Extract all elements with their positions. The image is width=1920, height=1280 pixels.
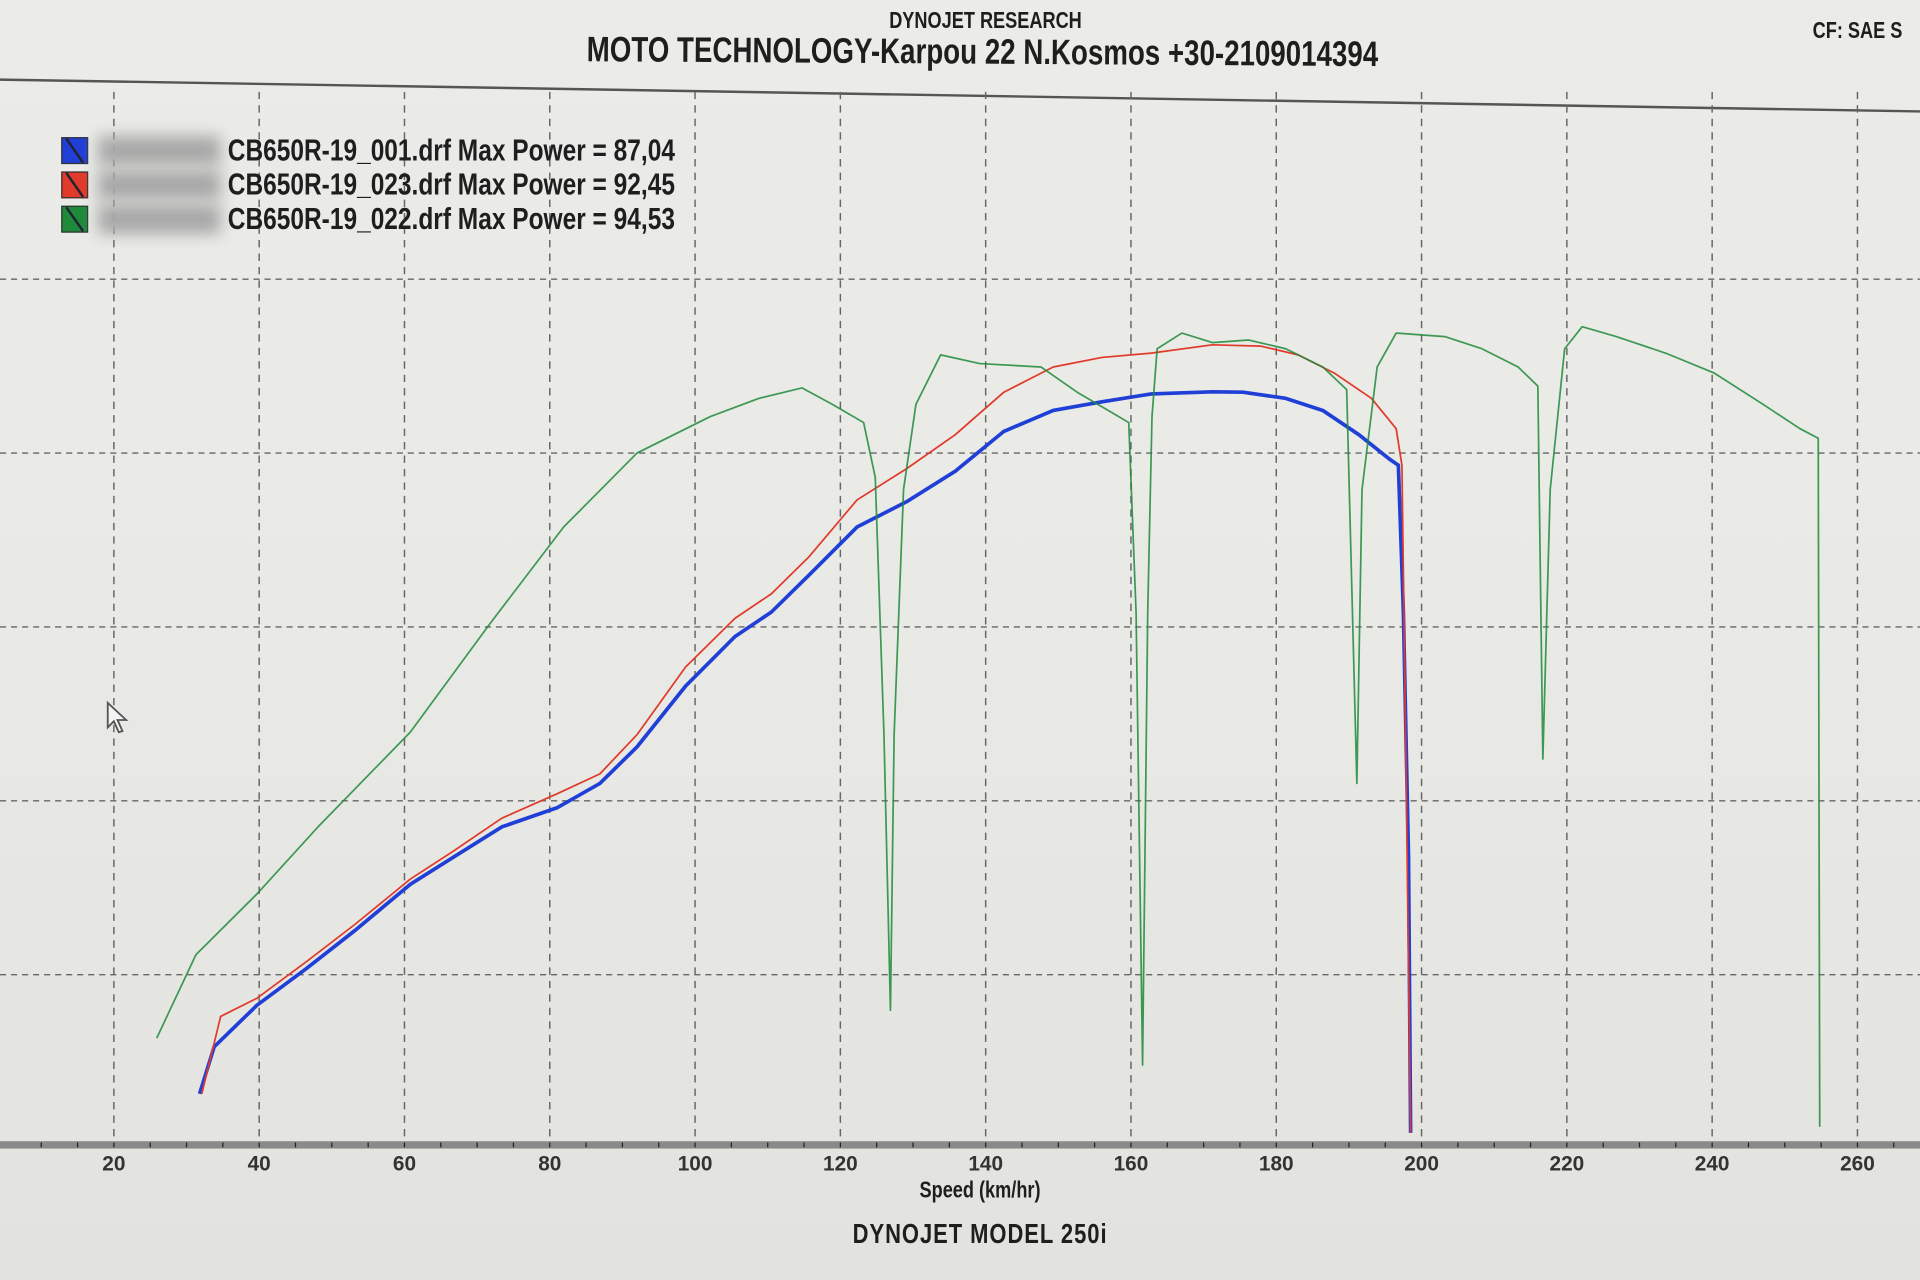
x-tick-label: 140: [968, 1153, 1003, 1176]
x-tick-label: 80: [538, 1153, 561, 1176]
series-line-cb650r-19-022-drf: [155, 325, 1821, 1127]
blurred-name: [97, 204, 221, 234]
x-axis: 20 40 60 80 100 120 140 160 180 200 220 240 260: [0, 1141, 1920, 1176]
x-tick-label: 180: [1259, 1153, 1294, 1176]
legend-label: CB650R-19_023.drf Max Power = 92,45: [227, 167, 675, 202]
legend-item: CB650R-19_001.drf Max Power = 87,04: [61, 132, 787, 168]
x-tick-label: 260: [1840, 1153, 1875, 1176]
x-tick-label: 40: [248, 1153, 271, 1176]
x-tick-label: 200: [1404, 1153, 1439, 1176]
brand-title: DYNOJET RESEARCH: [0, 9, 1920, 36]
brand-text: DYNOJET RESEARCH: [889, 8, 1083, 35]
mouse-cursor-icon: [106, 700, 129, 734]
x-tick-label: 60: [393, 1153, 416, 1176]
blurred-name: [97, 170, 221, 200]
dyno-model: DYNOJET MODEL 250i: [0, 1217, 1920, 1250]
blurred-name: [97, 135, 221, 166]
x-tick-label: 220: [1550, 1153, 1585, 1176]
legend-swatch-green: [61, 205, 89, 233]
x-tick-label: 240: [1695, 1153, 1730, 1176]
x-axis-label-text: Speed (km/hr): [919, 1177, 1041, 1204]
legend-swatch-blue: [61, 137, 89, 165]
series-lines: [155, 325, 1821, 1133]
x-tick-label: 100: [678, 1153, 713, 1176]
x-tick-label: 20: [102, 1153, 125, 1176]
series-line-cb650r-19-001-drf: [197, 390, 1413, 1133]
grid: [0, 91, 1920, 1142]
legend-label: CB650R-19_001.drf Max Power = 87,04: [227, 132, 675, 168]
series-line-cb650r-19-023-drf: [200, 343, 1412, 1133]
legend-item: CB650R-19_023.drf Max Power = 92,45: [61, 167, 787, 202]
x-axis-line: [0, 1141, 1920, 1149]
x-tick-label: 120: [823, 1153, 858, 1176]
x-tick-label: 160: [1114, 1153, 1149, 1176]
x-axis-label: Speed (km/hr): [0, 1178, 1920, 1205]
correction-factor: CF: SAE S: [1800, 18, 1915, 45]
legend-item: CB650R-19_022.drf Max Power = 94,53: [61, 201, 787, 236]
correction-text: CF: SAE S: [1812, 18, 1903, 45]
dyno-model-text: DYNOJET MODEL 250i: [852, 1217, 1108, 1249]
legend-label: CB650R-19_022.drf Max Power = 94,53: [227, 201, 675, 236]
legend-swatch-red: [61, 171, 89, 199]
